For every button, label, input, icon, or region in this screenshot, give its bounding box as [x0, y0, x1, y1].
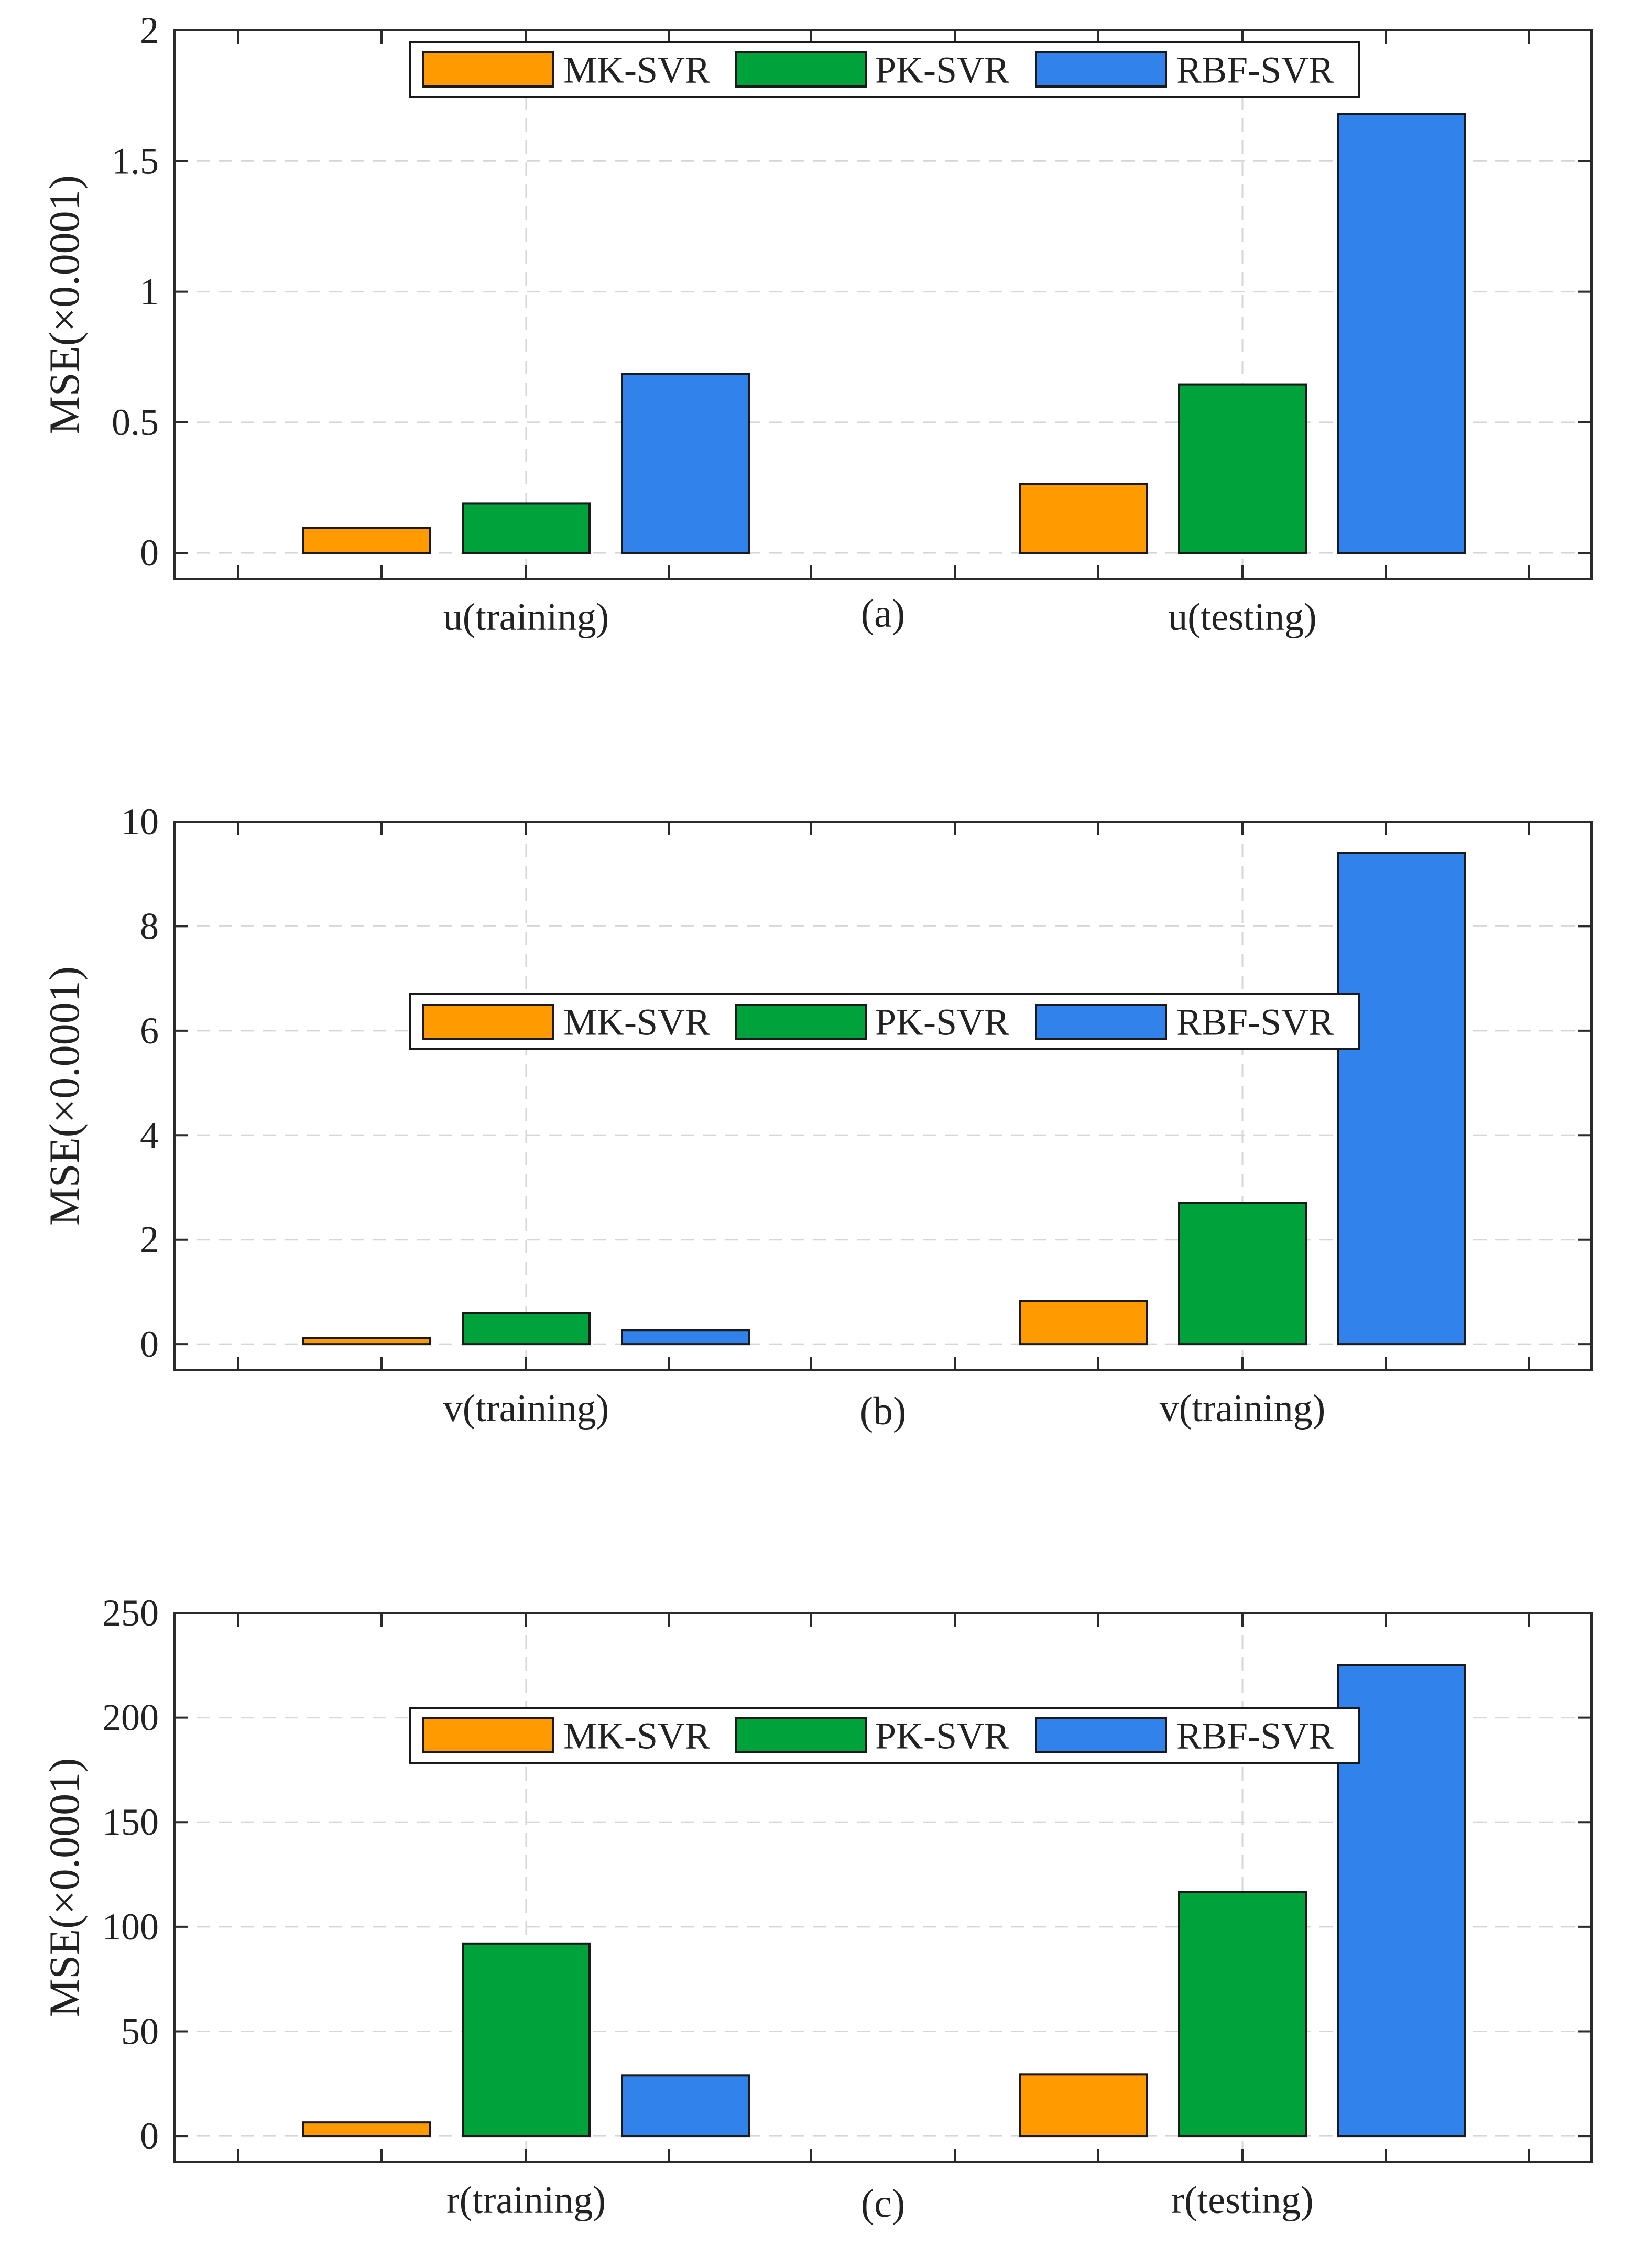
y-tick-label: 1: [140, 271, 159, 313]
y-tick-label: 8: [140, 905, 159, 947]
y-axis-label: MSE(×0.0001): [40, 1758, 88, 2018]
legend-label-pk-svr: PK-SVR: [875, 49, 1009, 91]
bar-rbf-svr: [621, 1329, 750, 1346]
y-tick-label: 200: [102, 1697, 159, 1739]
y-tick-label: 4: [140, 1114, 159, 1156]
legend-label-mk-svr: MK-SVR: [563, 1001, 710, 1043]
legend-box: [409, 41, 1360, 98]
bar-pk-svr: [1178, 1202, 1307, 1346]
legend-swatch-pk-svr: [735, 1717, 867, 1753]
legend-swatch-mk-svr: [422, 51, 554, 88]
y-tick-label: 10: [121, 801, 159, 843]
y-tick-label: 6: [140, 1010, 159, 1052]
y-tick-label: 0: [140, 532, 159, 574]
x-tick-label: r(testing): [1171, 2179, 1313, 2222]
axes-box: [173, 1612, 1593, 2163]
panel-label: (a): [861, 592, 905, 636]
bar-rbf-svr: [1337, 852, 1466, 1346]
bar-pk-svr: [1178, 383, 1307, 554]
bar-pk-svr: [462, 1312, 591, 1346]
legend-swatch-rbf-svr: [1035, 1717, 1167, 1753]
legend-label-mk-svr: MK-SVR: [563, 49, 710, 91]
y-tick-label: 50: [121, 2010, 159, 2052]
chart-panel-c: 0 50 100 150 200 250 r(training) r(testing) (c) M…: [40, 1592, 1593, 2226]
bar-rbf-svr: [621, 2074, 750, 2138]
legend-swatch-rbf-svr: [1035, 51, 1167, 88]
legend-label-mk-svr: MK-SVR: [563, 1715, 710, 1757]
x-tick-label: v(training): [443, 1387, 609, 1430]
legend-swatch-mk-svr: [422, 1004, 554, 1040]
y-tick-label: 0.5: [112, 401, 159, 443]
bar-mk-svr: [302, 2121, 431, 2138]
panel-label: (c): [861, 2182, 905, 2226]
y-tick-label: 100: [102, 1906, 159, 1948]
bar-pk-svr: [462, 1942, 591, 2138]
bar-pk-svr: [1178, 1891, 1307, 2138]
chart-panel-a: 0 0.5 1 1.5 2 u(training) u(testing) (a) MSE(×0.…: [40, 9, 1593, 639]
x-tick-label: u(training): [443, 596, 609, 639]
y-tick-label: 150: [102, 1801, 159, 1843]
legend-swatch-pk-svr: [735, 1004, 867, 1040]
y-axis-label: MSE(×0.0001): [40, 966, 88, 1226]
legend-box: [409, 993, 1360, 1050]
legend: MK-SVR PK-SVR RBF-SVR: [409, 41, 1360, 98]
bar-mk-svr: [302, 1337, 431, 1346]
legend-label-rbf-svr: RBF-SVR: [1176, 49, 1334, 91]
bar-rbf-svr: [621, 373, 750, 554]
y-tick-label: 2: [140, 9, 159, 51]
bar-pk-svr: [462, 502, 591, 554]
y-axis-label: MSE(×0.0001): [40, 175, 88, 434]
y-tick-label: 250: [102, 1592, 159, 1634]
axes-box: [173, 29, 1593, 580]
legend-swatch-pk-svr: [735, 51, 867, 88]
y-tick-label: 0: [140, 2115, 159, 2157]
axes-box: [173, 821, 1593, 1371]
bar-rbf-svr: [1337, 113, 1466, 554]
panel-label: (b): [860, 1389, 907, 1433]
x-tick-label: r(training): [446, 2179, 606, 2222]
bar-mk-svr: [1019, 2073, 1148, 2138]
y-tick-label: 1.5: [112, 140, 159, 182]
chart-panel-b: 0 2 4 6 8 10 v(training) v(training) (b) MSE(×0.0…: [40, 801, 1593, 1433]
legend-label-pk-svr: PK-SVR: [875, 1001, 1009, 1043]
y-tick-label: 2: [140, 1219, 159, 1261]
bar-mk-svr: [1019, 483, 1148, 554]
x-tick-label: v(training): [1160, 1387, 1325, 1430]
legend: MK-SVR PK-SVR RBF-SVR: [409, 993, 1360, 1050]
legend-label-rbf-svr: RBF-SVR: [1176, 1715, 1334, 1757]
legend: MK-SVR PK-SVR RBF-SVR: [409, 1707, 1360, 1764]
legend-box: [409, 1707, 1360, 1764]
bar-mk-svr: [302, 527, 431, 554]
y-tick-label: 0: [140, 1323, 159, 1365]
bar-mk-svr: [1019, 1300, 1148, 1346]
legend-swatch-mk-svr: [422, 1717, 554, 1753]
x-tick-label: u(testing): [1168, 596, 1317, 639]
legend-label-pk-svr: PK-SVR: [875, 1715, 1009, 1757]
legend-swatch-rbf-svr: [1035, 1004, 1167, 1040]
legend-label-rbf-svr: RBF-SVR: [1176, 1001, 1334, 1043]
